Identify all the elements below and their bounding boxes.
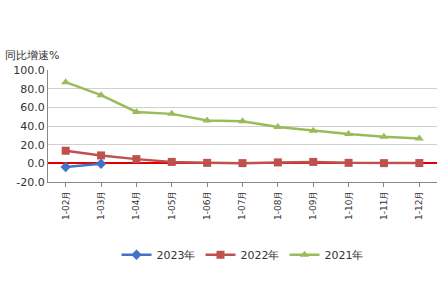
svg-text:1-08月: 1-08月 <box>273 191 283 220</box>
svg-text:1-12月: 1-12月 <box>414 191 424 220</box>
svg-text:1-06月: 1-06月 <box>202 191 212 220</box>
svg-text:1-05月: 1-05月 <box>167 191 177 220</box>
svg-text:1-09月: 1-09月 <box>308 191 318 220</box>
svg-text:2022年: 2022年 <box>241 249 280 262</box>
svg-text:0.0: 0.0 <box>27 157 45 170</box>
svg-text:40.0: 40.0 <box>20 120 45 133</box>
svg-text:2021年: 2021年 <box>325 249 364 262</box>
svg-text:60.0: 60.0 <box>20 101 45 114</box>
svg-text:20.0: 20.0 <box>20 139 45 152</box>
svg-text:1-04月: 1-04月 <box>131 191 141 220</box>
svg-text:1-03月: 1-03月 <box>96 191 106 220</box>
svg-text:1-11月: 1-11月 <box>379 191 389 220</box>
svg-text:同比增速%: 同比增速% <box>5 49 59 62</box>
svg-text:-20.0: -20.0 <box>16 176 44 189</box>
svg-text:1-10月: 1-10月 <box>344 191 354 220</box>
svg-text:80.0: 80.0 <box>20 83 45 96</box>
svg-text:1-07月: 1-07月 <box>237 191 247 220</box>
svg-text:1-02月: 1-02月 <box>61 191 71 220</box>
svg-text:2023年: 2023年 <box>157 249 196 262</box>
svg-text:100.0: 100.0 <box>13 64 45 77</box>
